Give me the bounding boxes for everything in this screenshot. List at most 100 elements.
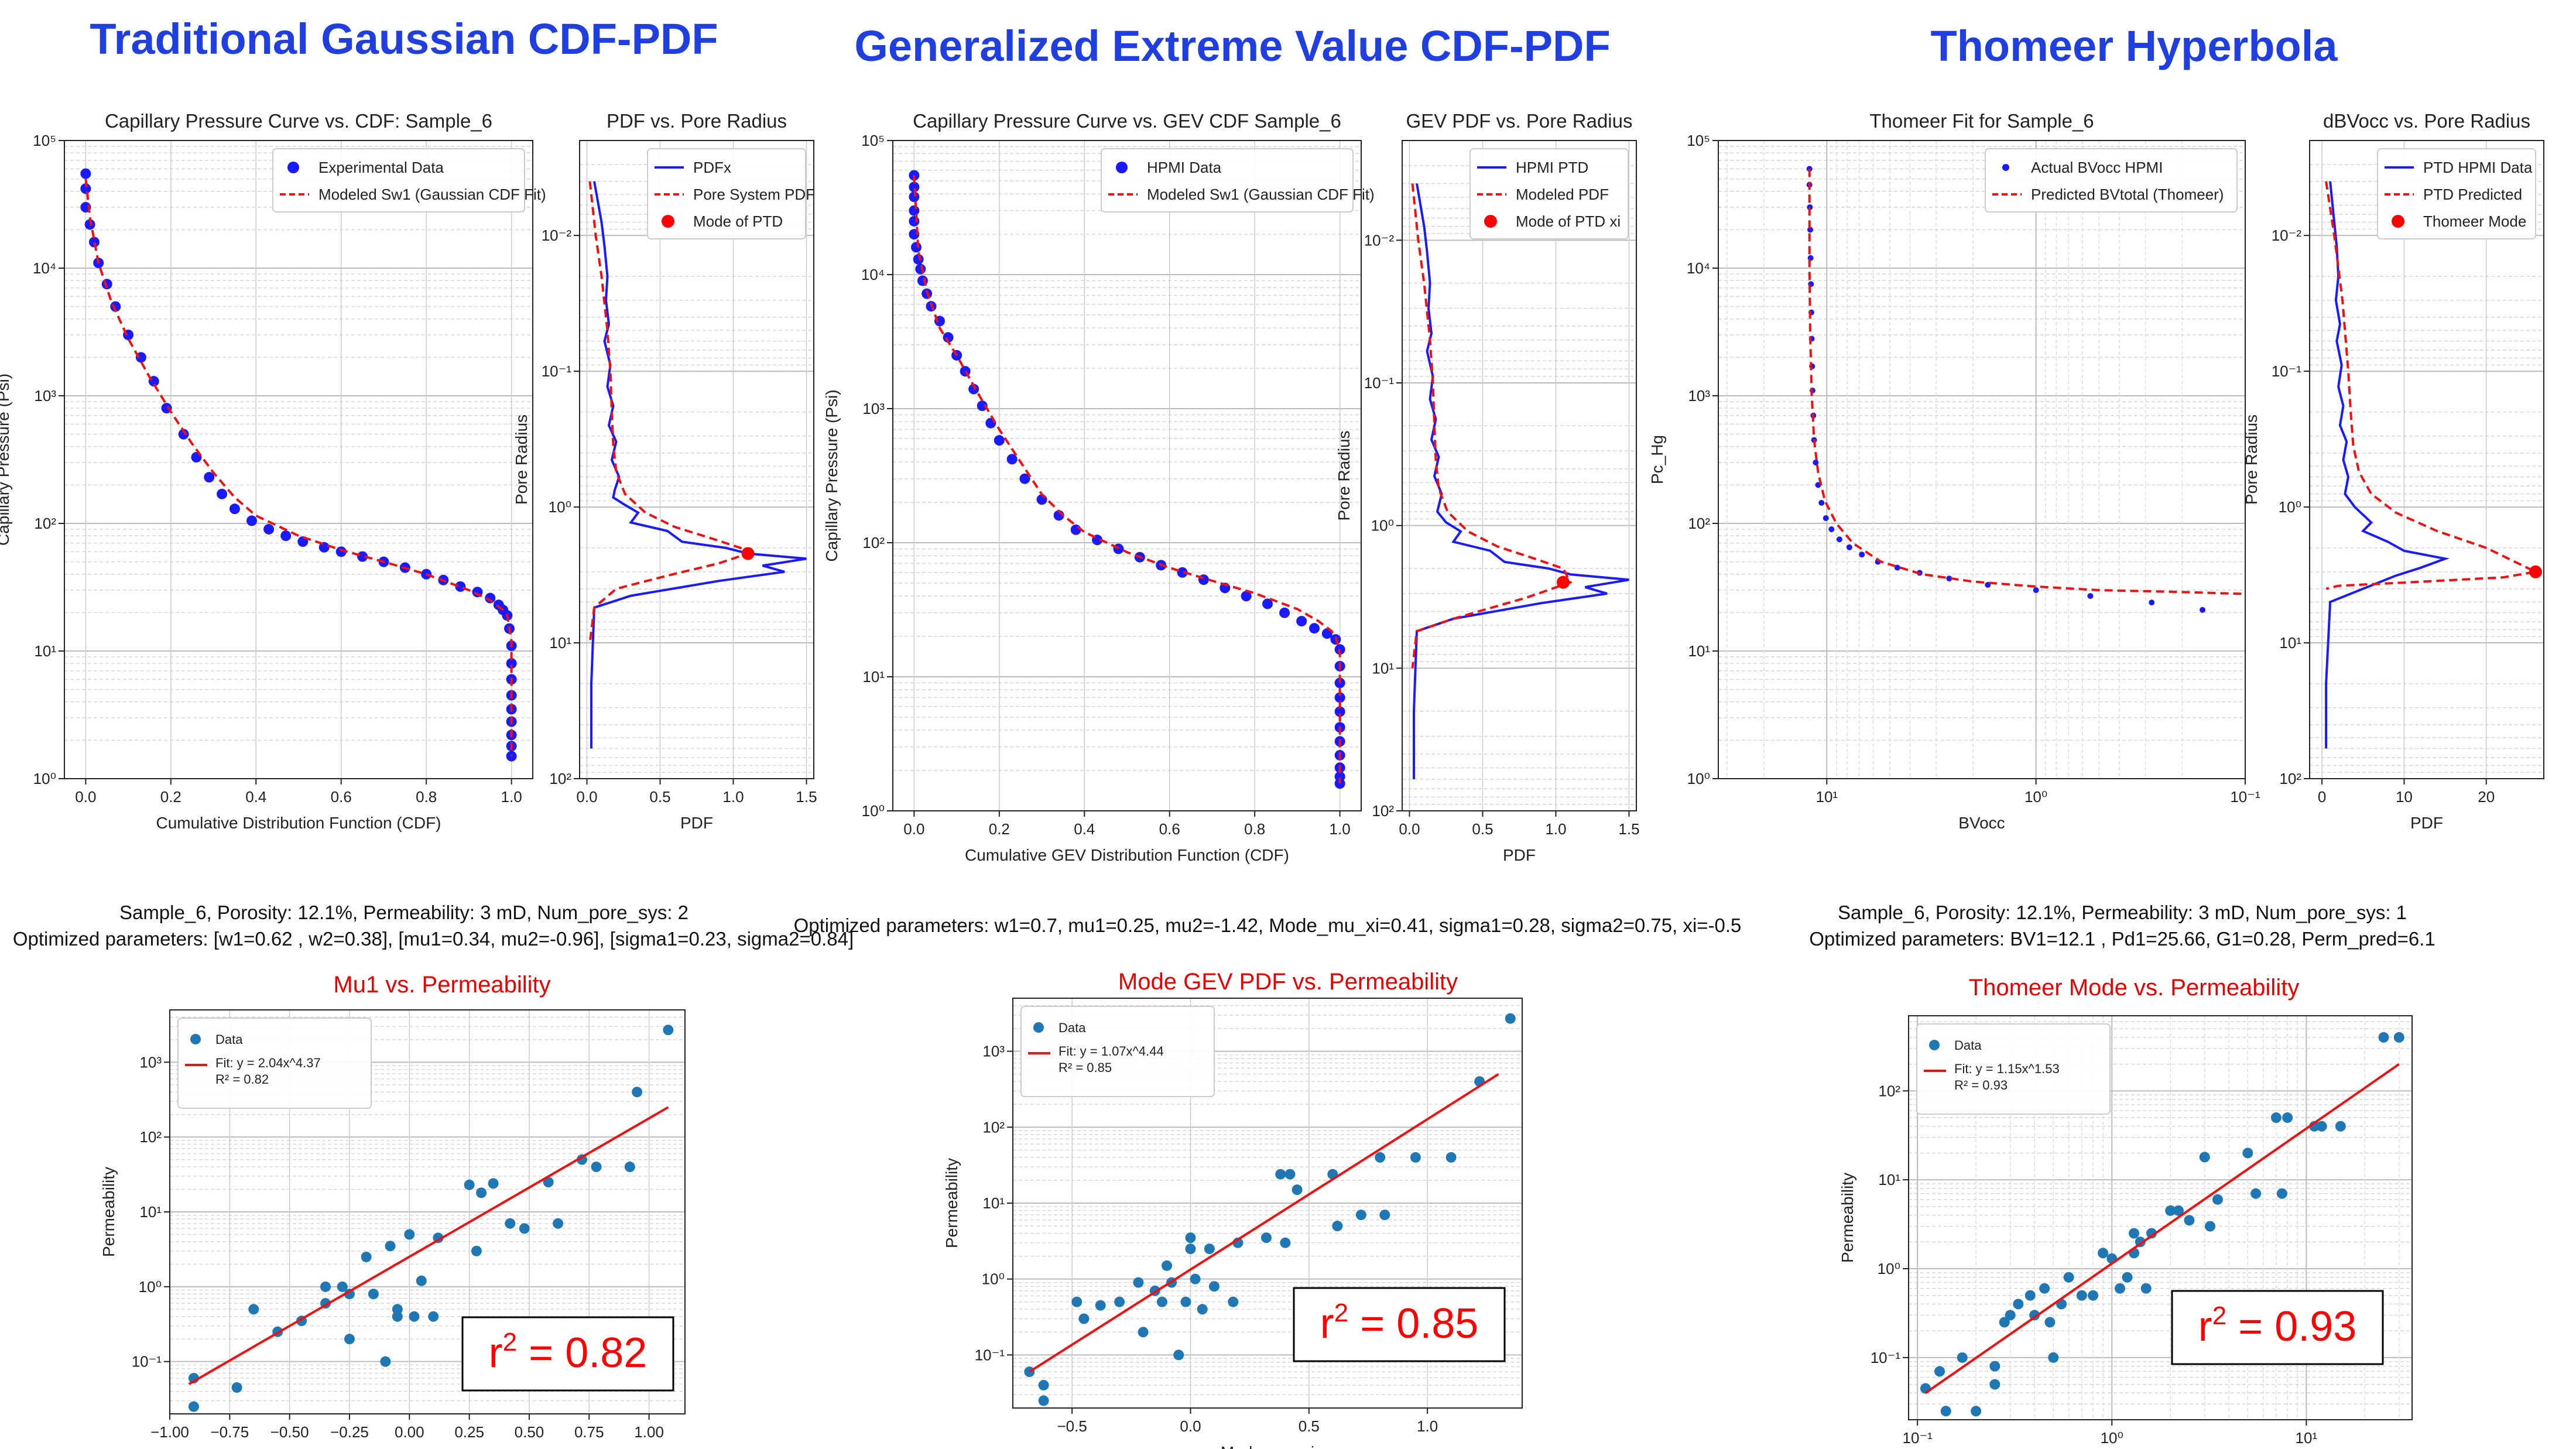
series-hpmi-data-point <box>909 170 920 181</box>
series-data-point <box>2212 1194 2223 1205</box>
series-data-point <box>2140 1283 2152 1294</box>
x-axis-label: Mode_mu_xi <box>1221 1443 1314 1449</box>
chart-gev-capillary-curve: 0.0 0.2 0.4 0.6 0.8 1.0 10⁰ 10¹ 10² 10³ 10⁴ 10⁵ Capi… <box>823 110 1375 864</box>
x-tick-label: 1.5 <box>796 788 817 806</box>
plot-frame <box>892 140 1362 811</box>
y-axis-label: Pore Radius <box>512 415 530 505</box>
series-data-point <box>1934 1366 1945 1377</box>
legend-modeled-pdf-label: Modeled PDF <box>1516 186 1609 203</box>
y-tick-label: 10⁰ <box>2279 498 2301 516</box>
y-tick-label: 10⁴ <box>33 259 56 277</box>
x-tick-label: −0.75 <box>210 1423 249 1441</box>
series-data-point <box>344 1289 355 1300</box>
x-tick-label: 20 <box>2478 788 2495 806</box>
y-axis-label: Pc_Hg <box>1648 435 1666 484</box>
info-line-gaussian-2: Optimized parameters: [w1=0.62 , w2=0.38… <box>13 928 854 950</box>
legend-label-fit: Fit: y = 2.04x^4.37 <box>215 1056 321 1070</box>
plot-area <box>1411 183 1629 779</box>
r2-annotation: r2 = 0.82 <box>461 1316 674 1392</box>
series-actual-bvocc-hpmi-point <box>1836 536 1842 543</box>
series-data-point <box>2005 1310 2016 1321</box>
series-actual-bvocc-hpmi-point <box>2033 587 2039 593</box>
series-hpmi-data-point <box>1279 607 1290 618</box>
y-tick-label: 10⁰ <box>862 802 885 820</box>
r2-exponent: 2 <box>2212 1301 2226 1330</box>
x-axis-label: Cumulative GEV Distribution Function (CD… <box>965 846 1289 864</box>
y-tick-label: 10¹ <box>982 1194 1005 1212</box>
legend-box <box>1101 148 1354 213</box>
series-experimental-data-point <box>88 237 100 248</box>
series-hpmi-data-point <box>909 205 920 216</box>
series-experimental-data-point <box>178 429 189 440</box>
series-data-point <box>1332 1221 1343 1232</box>
y-tick-label: 10³ <box>1688 387 1710 405</box>
chart-title: PDF vs. Pore Radius <box>607 110 787 132</box>
series-data-point <box>2199 1152 2210 1163</box>
r2-symbol: r <box>1320 1300 1334 1347</box>
series-data-point <box>2063 1272 2074 1283</box>
series-hpmi-data-point <box>943 332 954 343</box>
series-data-point <box>591 1162 602 1173</box>
plot-area <box>2325 181 2542 749</box>
series-data-point <box>2048 1352 2059 1363</box>
series-experimental-data-point <box>357 551 368 562</box>
series-mode-of-ptd-xi-point <box>1557 576 1570 589</box>
series-data-point <box>385 1241 396 1252</box>
series-pdfx-line <box>590 181 807 749</box>
series-actual-bvocc-hpmi-point <box>1806 166 1813 172</box>
series-experimental-data-point <box>80 183 91 194</box>
series-data-point <box>1162 1260 1173 1271</box>
series-data-point <box>1375 1152 1386 1163</box>
grid-lines <box>64 140 533 779</box>
x-tick-label: 0.6 <box>331 788 352 806</box>
legend-hpmi-ptd-label: HPMI PTD <box>1516 159 1588 176</box>
series-data-point <box>476 1187 487 1198</box>
y-tick-label: 10² <box>549 770 571 787</box>
x-tick-label: 10¹ <box>2296 1429 2318 1447</box>
series-actual-bvocc-hpmi-point <box>2149 600 2155 606</box>
x-tick-label: 0.0 <box>1399 820 1420 838</box>
chart-title: dBVocc vs. Pore Radius <box>2323 110 2530 132</box>
r2-box <box>1293 1287 1506 1362</box>
series-hpmi-data-point <box>913 254 924 265</box>
series-data-point <box>337 1281 348 1292</box>
series-actual-bvocc-hpmi-point <box>1828 526 1835 532</box>
series-hpmi-data-point <box>911 242 922 253</box>
series-modeled-sw1-gaussian-cdf-fit--line <box>913 175 1341 784</box>
series-data-point <box>2088 1290 2099 1301</box>
r2-text: r2 = 0.85 <box>1320 1299 1479 1347</box>
x-tick-label: 0.00 <box>395 1423 424 1441</box>
legend-label-fit: Fit: y = 1.15x^1.53 <box>1954 1061 2060 1076</box>
y-tick-label: 10¹ <box>1688 642 1710 660</box>
legend-predicted-bvtotal-thomeer--label: Predicted BVtotal (Thomeer) <box>2031 186 2224 203</box>
legend-label-r2: R² = 0.85 <box>1059 1060 1112 1075</box>
y-tick-label: 10⁻¹ <box>132 1353 162 1371</box>
series-experimental-data-point <box>204 472 215 483</box>
series-data-point <box>1228 1296 1239 1307</box>
series-data-point <box>416 1275 427 1286</box>
series-data-point <box>1071 1296 1083 1307</box>
chart-title: Mu1 vs. Permeability <box>333 972 550 998</box>
series-hpmi-data-point <box>1262 598 1273 609</box>
series-modeled-sw1-gaussian-cdf-fit--line <box>84 179 513 756</box>
section-title-gev: Generalized Extreme Value CDF-PDF <box>854 22 1610 70</box>
series-data-point <box>1185 1232 1196 1244</box>
chart-thomeer-mode-permeability: 10⁻¹ 10⁰ 10¹ 10⁻¹ 10⁰ 10¹ 10² Thomeer Mode vs. … <box>1838 975 2413 1447</box>
y-tick-label: 10² <box>139 1128 162 1146</box>
legend-marker-data <box>1033 1022 1044 1033</box>
x-tick-label: 10⁰ <box>2101 1429 2123 1447</box>
legend-box <box>1020 1006 1215 1097</box>
x-axis-label: Cumulative Distribution Function (CDF) <box>156 814 441 832</box>
series-data-point <box>464 1179 475 1190</box>
series-data-point <box>1095 1300 1106 1311</box>
series-hpmi-data-point <box>909 181 920 193</box>
series-data-point <box>1355 1210 1366 1221</box>
grid-lines <box>1718 140 2246 779</box>
series-data-point <box>2316 1121 2327 1132</box>
x-tick-label: 0.0 <box>576 788 597 806</box>
legend-box <box>272 148 525 213</box>
legend: Experimental Data Modeled Sw1 (Gaussian C… <box>272 148 546 213</box>
legend-hpmi-data-marker <box>1116 162 1128 173</box>
x-axis-label: PDF <box>2410 814 2443 832</box>
y-tick-label: 10¹ <box>139 1203 162 1221</box>
